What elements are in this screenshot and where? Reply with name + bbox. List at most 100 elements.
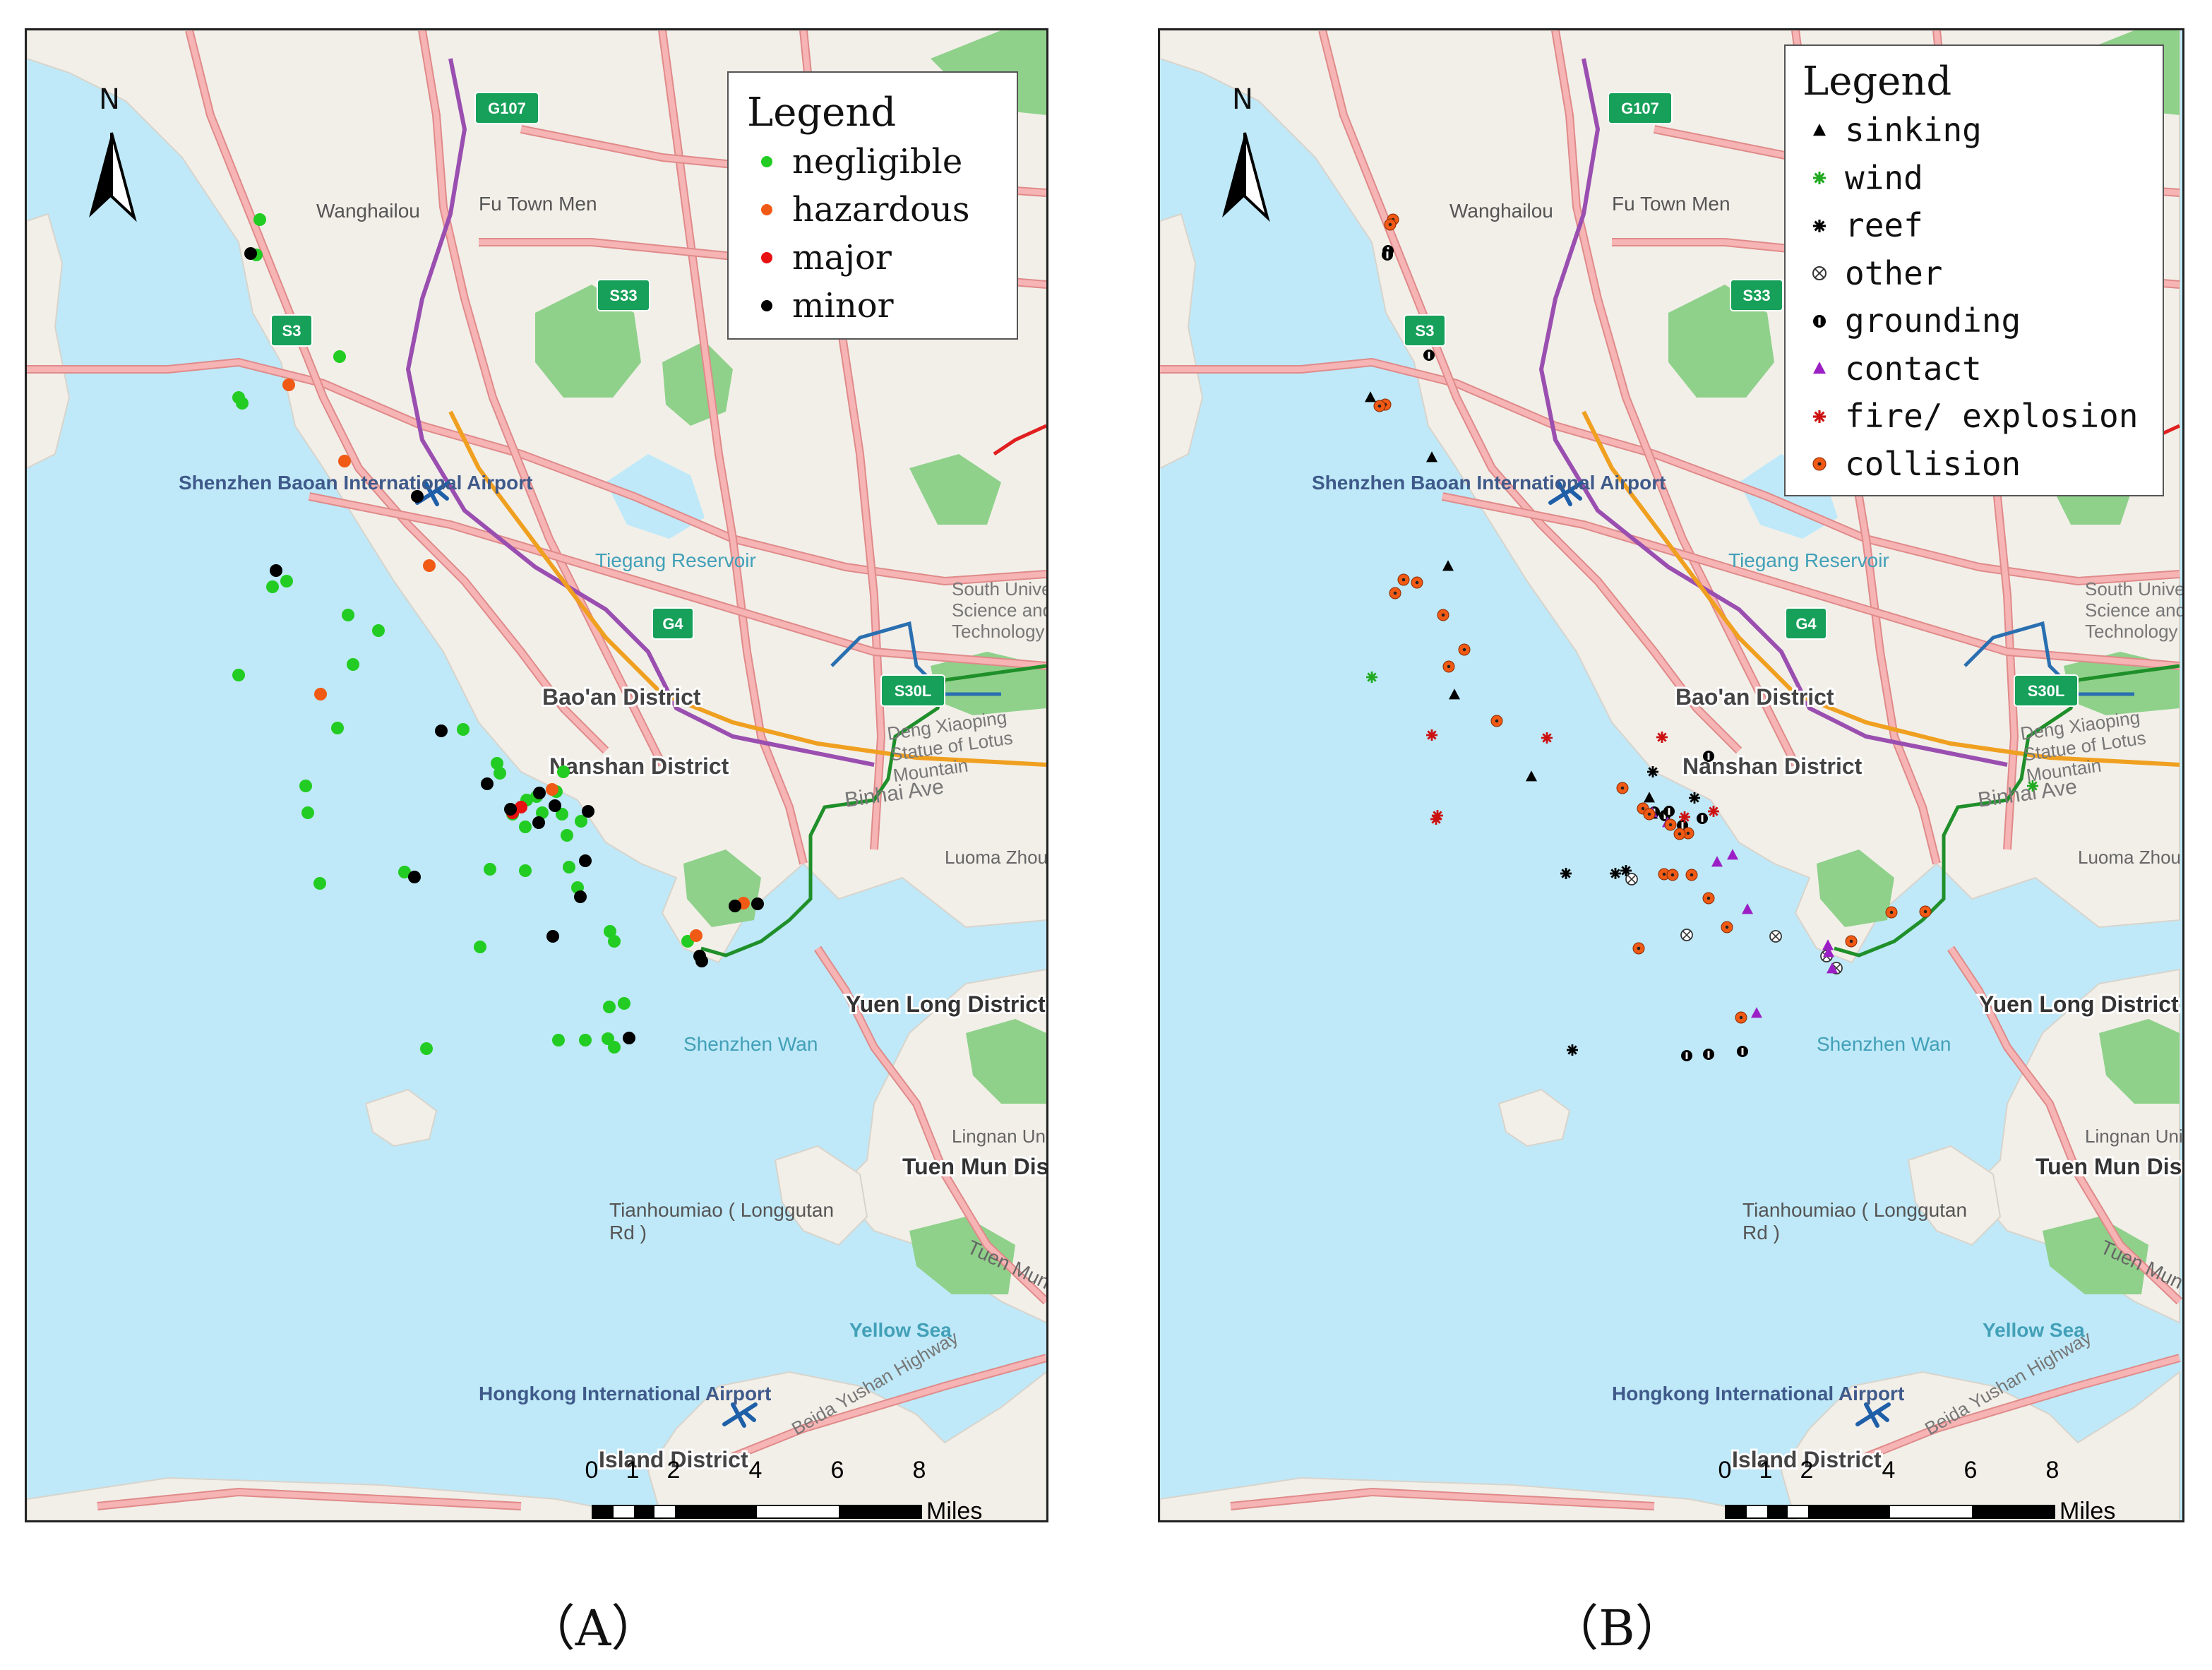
accident-point-negligible bbox=[372, 624, 385, 637]
highway-shield-s30l: S30L bbox=[880, 674, 945, 707]
legend-items: sinking wind reef other grounding contact fire… bbox=[1803, 107, 2148, 488]
accident-point-contact bbox=[1742, 903, 1753, 914]
map-label-airport: Hongkong International Airport bbox=[1612, 1383, 1904, 1404]
map-label-place: Deng XiaopingStatue of LotusMountain bbox=[2019, 706, 2151, 786]
legend-symbol-icon bbox=[761, 300, 772, 311]
map-label-district: Tuen Mun District bbox=[2035, 1154, 2182, 1179]
accident-point-sinking bbox=[1426, 451, 1437, 463]
scale-tick-label: 0 bbox=[585, 1457, 599, 1484]
legend-symbol-icon bbox=[761, 252, 772, 263]
accident-point-negligible bbox=[232, 669, 245, 681]
map-label-district: Nanshan District bbox=[549, 753, 729, 779]
accident-point-other bbox=[1680, 929, 1693, 941]
scale-tick-label: 0 bbox=[1718, 1457, 1732, 1484]
accident-point-reef bbox=[1567, 1044, 1578, 1056]
legend-marker bbox=[1813, 172, 1826, 185]
map-panel-b: Wanghailou Fu Town Men Shenzhen Baoan Inte… bbox=[1158, 28, 2184, 1522]
accident-point-reef bbox=[1560, 868, 1572, 879]
highway-shield-g4: G4 bbox=[652, 607, 694, 640]
legend-marker bbox=[1813, 362, 1826, 374]
accident-point-collision bbox=[1442, 660, 1455, 673]
map-label-place: Luoma Zhou bbox=[2078, 847, 2181, 868]
legend-label: grounding bbox=[1845, 302, 2021, 340]
legend-marker bbox=[1812, 457, 1827, 471]
legend-items: negligible hazardous major minor bbox=[747, 138, 998, 330]
accident-point-negligible bbox=[333, 350, 346, 363]
legend-symbol-icon bbox=[1813, 172, 1826, 185]
basemap-b: Wanghailou Fu Town Men Shenzhen Baoan Inte… bbox=[1160, 30, 2182, 1520]
highway-shield-label: G4 bbox=[1795, 615, 1817, 633]
accident-point-minor bbox=[244, 247, 257, 260]
map-label-district: Tuen Mun District bbox=[902, 1154, 1046, 1179]
north-arrow-icon bbox=[89, 132, 137, 222]
accident-point-contact bbox=[1823, 946, 1834, 958]
legend-item-negligible: negligible bbox=[750, 138, 998, 186]
accident-point-minor bbox=[532, 816, 545, 829]
airport-icon bbox=[722, 1402, 758, 1428]
accident-point-sinking bbox=[1365, 391, 1376, 402]
legend-symbol-icon bbox=[1812, 266, 1827, 281]
accident-point-negligible bbox=[575, 815, 587, 828]
legend-marker bbox=[761, 204, 772, 215]
legend-marker bbox=[761, 300, 772, 311]
legend-marker bbox=[1813, 219, 1826, 232]
accident-point-wind bbox=[2027, 780, 2038, 792]
accident-point-negligible bbox=[519, 864, 532, 877]
north-label: N bbox=[99, 83, 120, 116]
map-label-water: Yellow Sea bbox=[849, 1319, 952, 1341]
accident-point-collision bbox=[1437, 609, 1449, 621]
legend-label: negligible bbox=[792, 142, 963, 181]
accident-point-minor bbox=[623, 1032, 635, 1044]
highway-shield-g4: G4 bbox=[1785, 607, 1827, 640]
map-label-airport: Shenzhen Baoan International Airport bbox=[179, 472, 532, 494]
legend-item-minor: minor bbox=[750, 282, 998, 330]
map-label-district: Island District bbox=[599, 1447, 748, 1472]
accident-point-minor bbox=[751, 897, 764, 910]
highway-shield-s3: S3 bbox=[270, 314, 313, 347]
highway-shield-s3: S3 bbox=[1404, 314, 1446, 347]
accident-point-minor bbox=[504, 803, 517, 816]
highway-shield-label: S33 bbox=[1742, 287, 1770, 304]
accident-point-collision bbox=[1632, 942, 1645, 955]
accident-point-negligible bbox=[519, 821, 532, 833]
accident-point-hazardous bbox=[423, 559, 436, 572]
north-arrow: N bbox=[1216, 83, 1273, 225]
scale-bar: 0 1 2 4 6 8 Miles bbox=[585, 1457, 1015, 1520]
legend-symbol-icon bbox=[1812, 457, 1827, 471]
accident-point-reef bbox=[1689, 792, 1700, 804]
legend-item-collision: collision bbox=[1803, 441, 2148, 489]
accident-point-grounding bbox=[1697, 813, 1708, 824]
scale-tick-label: 6 bbox=[1963, 1457, 1978, 1484]
accident-point-grounding bbox=[1703, 1049, 1714, 1060]
legend-item-other: other bbox=[1803, 250, 2148, 298]
legend-label: fire/ explosion bbox=[1845, 397, 2139, 435]
legend-symbol-icon bbox=[1813, 219, 1826, 232]
accident-point-grounding bbox=[1663, 806, 1675, 817]
map-label-water: Yellow Sea bbox=[1983, 1319, 2085, 1341]
scale-tick-label: 2 bbox=[666, 1457, 681, 1484]
map-label-place: Wanghailou bbox=[316, 200, 420, 222]
scale-bar-graphic bbox=[592, 1505, 922, 1519]
accident-point-collision bbox=[1664, 818, 1677, 831]
accident-point-sinking bbox=[1442, 560, 1454, 571]
accident-point-negligible bbox=[253, 213, 266, 226]
accident-point-sinking bbox=[1526, 770, 1537, 782]
legend-item-wind: wind bbox=[1803, 155, 2148, 203]
accident-point-minor bbox=[481, 777, 494, 790]
accident-point-hazardous bbox=[546, 783, 558, 796]
accident-point-sinking bbox=[1449, 688, 1460, 700]
north-arrow: N bbox=[83, 83, 140, 225]
accident-point-grounding bbox=[1737, 1046, 1748, 1057]
accident-point-collision bbox=[1490, 715, 1503, 727]
accident-point-negligible bbox=[561, 829, 573, 842]
accident-point-minor bbox=[549, 799, 561, 812]
accident-point-negligible bbox=[563, 861, 575, 873]
accident-point-negligible bbox=[280, 575, 293, 588]
accident-point-collision bbox=[1885, 906, 1898, 919]
map-label-place: Tianhoumiao ( Longgutan Rd ) bbox=[1742, 1199, 1967, 1243]
accident-point-fire-explosion bbox=[1656, 732, 1668, 743]
accident-point-collision bbox=[1411, 576, 1423, 589]
accident-point-negligible bbox=[266, 580, 279, 593]
accident-point-negligible bbox=[398, 866, 411, 878]
accident-point-collision bbox=[1919, 905, 1932, 918]
